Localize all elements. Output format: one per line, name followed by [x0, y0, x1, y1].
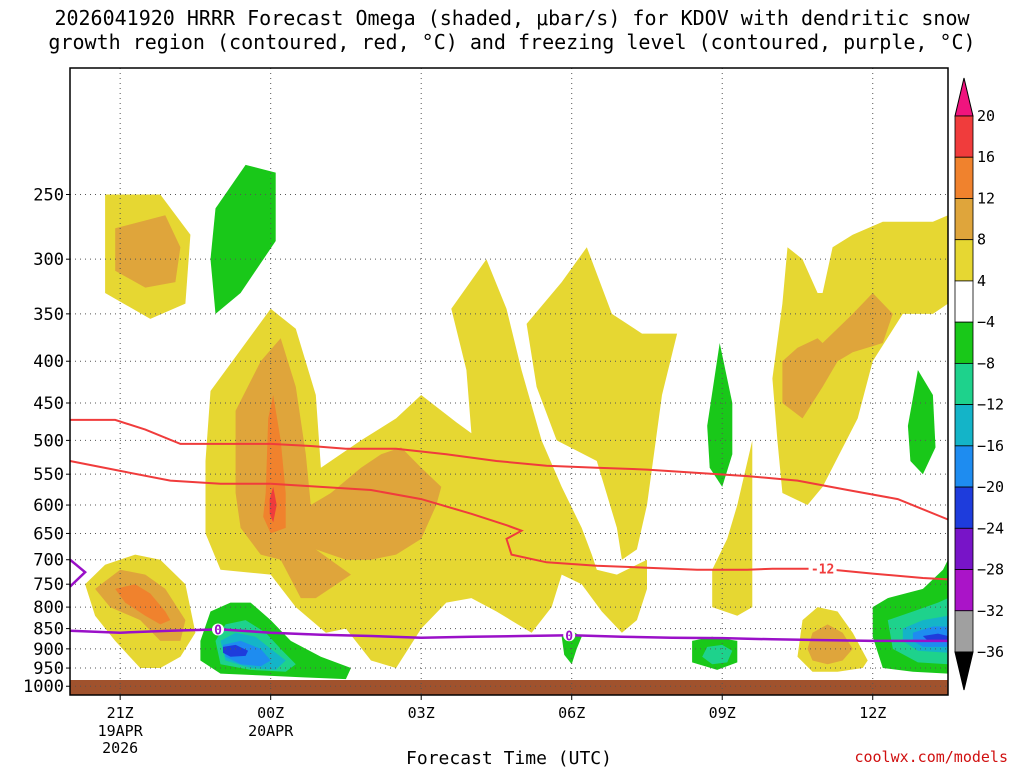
y-tick-label: 900 — [33, 640, 64, 660]
colorbar-label: −4 — [977, 313, 995, 331]
omega-region-8 — [712, 440, 753, 616]
contour-label: -12 — [811, 563, 834, 578]
omega-region-25 — [907, 370, 936, 475]
colorbar-box — [954, 404, 974, 447]
colorbar-box — [954, 239, 974, 282]
freezing-level-label: 0 — [565, 629, 573, 644]
omega-region-9 — [772, 215, 948, 505]
colorbar-box — [954, 321, 974, 364]
dendritic-contour-1 — [69, 460, 949, 581]
x-tick-label: 00Z — [257, 704, 284, 722]
colorbar-label: −20 — [977, 478, 1004, 496]
colorbar-label: 16 — [977, 148, 995, 166]
colorbar-min-arrow — [954, 651, 974, 691]
x-tick-sublabel: 2026 — [102, 739, 138, 757]
x-tick-label: 12Z — [859, 704, 886, 722]
colorbar-label: −12 — [977, 396, 1004, 414]
x-tick-sublabel: 19APR — [98, 722, 144, 740]
freezing-level-contour-0 — [69, 558, 87, 588]
colorbar-label: −24 — [977, 519, 1004, 537]
colorbar-box — [954, 280, 974, 323]
chart-title: 2026041920 HRRR Forecast Omega (shaded, … — [48, 6, 976, 54]
y-tick-label: 700 — [33, 551, 64, 571]
ground-strip — [70, 680, 948, 695]
colorbar-box — [954, 486, 974, 529]
dendritic-contour-0 — [70, 418, 949, 521]
y-tick-label: 300 — [33, 250, 64, 270]
x-tick-label: 03Z — [408, 704, 435, 722]
y-tick-label: 400 — [33, 352, 64, 372]
x-tick-label: 06Z — [558, 704, 585, 722]
credit-text: coolwx.com/models — [854, 748, 1008, 766]
colorbar-label: −8 — [977, 354, 995, 372]
colorbar-box — [954, 156, 974, 199]
colorbar-box — [954, 115, 974, 158]
y-tick-label: 550 — [33, 465, 64, 485]
colorbar-box — [954, 362, 974, 406]
colorbar-label: −36 — [977, 643, 1004, 661]
omega-region-13 — [115, 584, 171, 625]
x-axis-label: Forecast Time (UTC) — [406, 748, 612, 768]
contour-label-bg — [808, 561, 837, 576]
omega-region-5 — [263, 395, 286, 534]
x-tick-label: 09Z — [709, 704, 736, 722]
colorbar-box — [954, 198, 974, 241]
colorbar-box — [954, 610, 974, 653]
colorbar-box — [954, 569, 974, 612]
omega-region-30 — [922, 633, 948, 641]
colorbar-label: −16 — [977, 437, 1004, 455]
omega-region-15 — [807, 624, 853, 665]
omega-region-10 — [782, 293, 893, 419]
colorbar: 20 16 12 8 4 −4 −8 −12 −16 −20 −24 −28 −32 −36 — [954, 77, 1004, 691]
colorbar-label: 4 — [977, 272, 986, 290]
omega-region-20 — [223, 644, 249, 657]
y-tick-label: 650 — [33, 524, 64, 544]
freezing-level-label: 0 — [214, 623, 222, 638]
omega-region-2 — [210, 164, 276, 314]
y-tick-label: 350 — [33, 305, 64, 325]
colorbar-label: −28 — [977, 561, 1004, 579]
omega-region-7 — [526, 247, 678, 560]
y-tick-label: 950 — [33, 659, 64, 679]
colorbar-box — [954, 445, 974, 488]
omega-region-1 — [115, 215, 181, 288]
colorbar-max-arrow — [954, 77, 974, 117]
omega-region-24 — [707, 343, 733, 487]
y-tick-label: 1000 — [23, 677, 64, 697]
y-tick-label: 600 — [33, 496, 64, 516]
y-tick-label: 500 — [33, 431, 64, 451]
colorbar-box — [954, 527, 974, 570]
y-tick-label: 250 — [33, 186, 64, 206]
omega-region-6 — [269, 486, 277, 523]
colorbar-label: 8 — [977, 231, 986, 249]
colorbar-label: −32 — [977, 602, 1004, 620]
omega-region-22 — [702, 644, 733, 665]
y-tick-label: 450 — [33, 394, 64, 414]
omega-shading — [85, 164, 948, 680]
omega-region-4 — [235, 338, 442, 599]
colorbar-label: 20 — [977, 107, 995, 125]
y-tick-label: 850 — [33, 620, 64, 640]
x-tick-label: 21Z — [107, 704, 134, 722]
plot-frame — [69, 67, 949, 696]
freezing-label-bg — [563, 629, 576, 642]
freezing-label-bg — [212, 623, 225, 636]
x-tick-sublabel: 20APR — [248, 722, 294, 740]
colorbar-label: 12 — [977, 189, 995, 207]
y-tick-label: 800 — [33, 598, 64, 618]
y-tick-label: 750 — [33, 575, 64, 595]
